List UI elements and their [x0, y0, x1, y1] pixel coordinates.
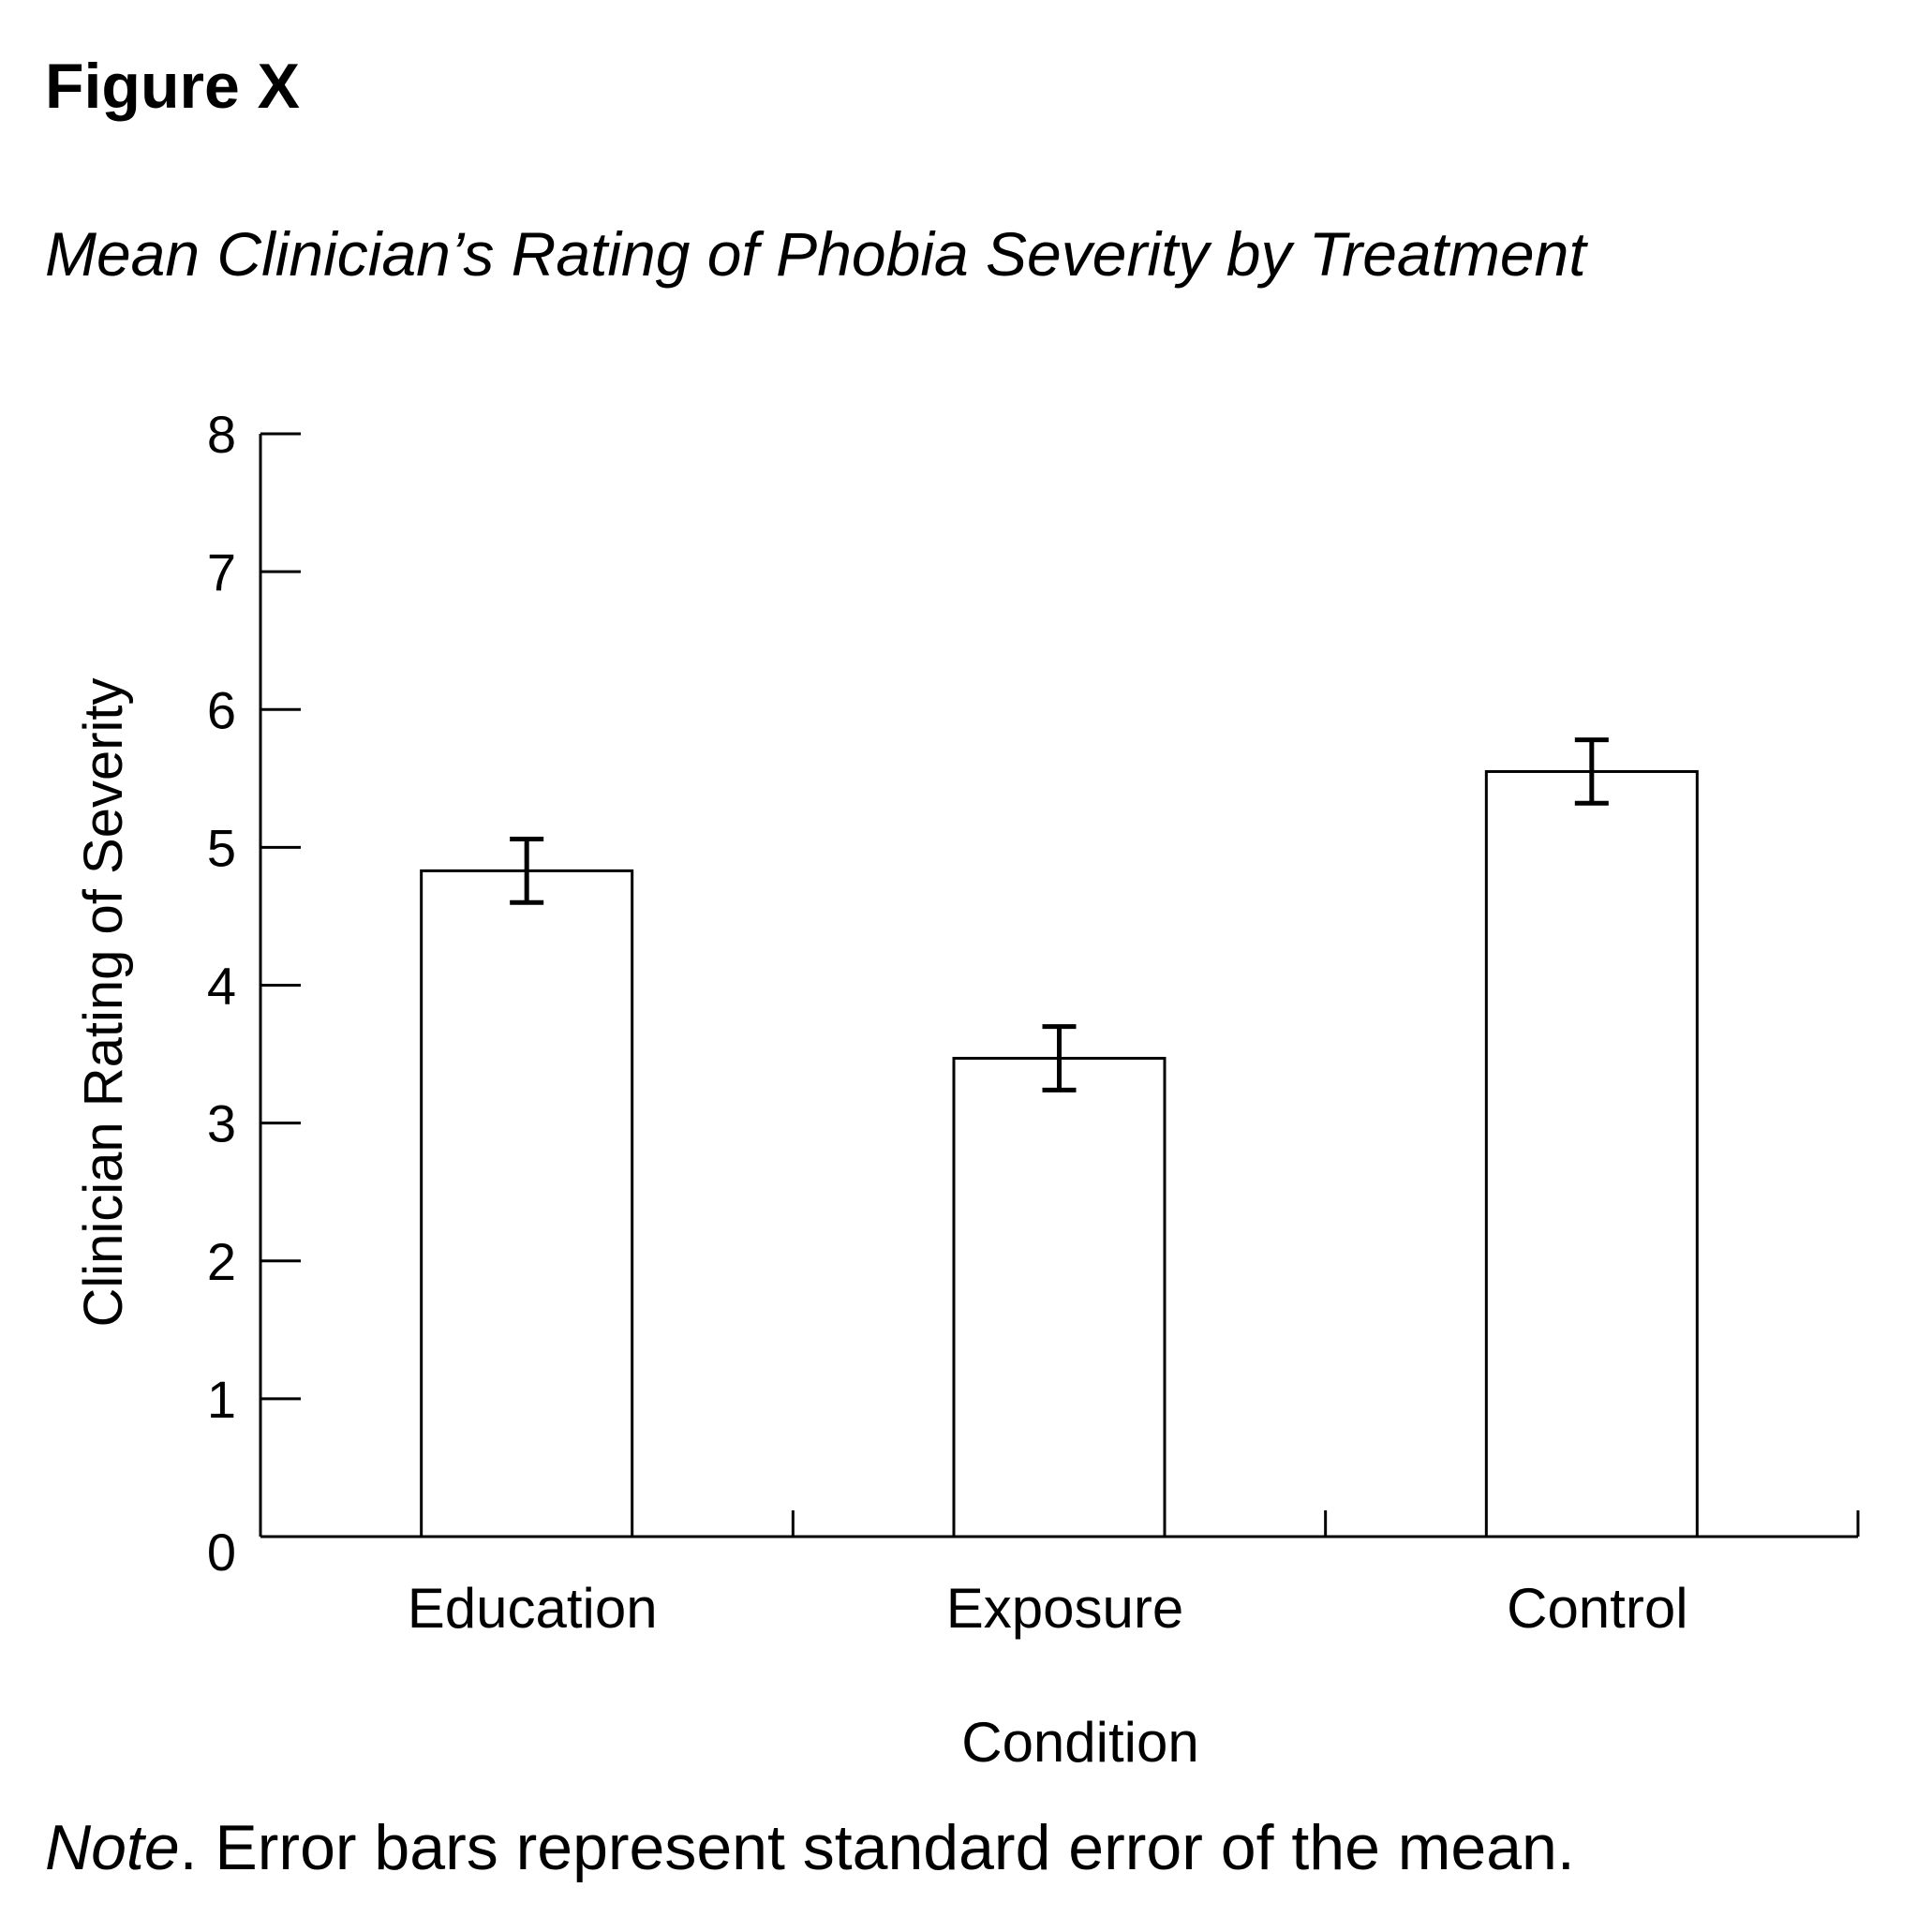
y-tick-label: 3	[207, 1094, 236, 1153]
x-tick-label: Control	[1507, 1577, 1687, 1640]
y-tick-label: 1	[207, 1370, 236, 1429]
bars	[420, 769, 1699, 1538]
figure-note: Note. Error bars represent standard erro…	[45, 1816, 1575, 1880]
y-tick-label: 2	[207, 1232, 236, 1291]
error-bars	[510, 737, 1609, 1092]
y-tick-label: 5	[207, 818, 236, 877]
error-bar-exposure	[1042, 1024, 1077, 1092]
x-axis-title: Condition	[961, 1711, 1199, 1774]
note-text: . Error bars represent standard error of…	[179, 1812, 1575, 1883]
y-tick-label: 0	[207, 1523, 236, 1582]
y-axis: 0 1 2 3 4 5 6 7 8	[207, 405, 301, 1582]
figure-title: Mean Clinician’s Rating of Phobia Severi…	[45, 219, 1586, 289]
x-tick-label: Education	[408, 1577, 658, 1640]
error-bar-control	[1574, 737, 1609, 806]
y-tick-label: 7	[207, 542, 236, 602]
y-tick-label: 6	[207, 680, 236, 739]
y-tick-label: 8	[207, 405, 236, 464]
note-prefix: Note	[45, 1812, 180, 1883]
bar-control	[1484, 769, 1699, 1538]
y-tick-label: 4	[207, 957, 236, 1016]
x-tick-label: Exposure	[946, 1577, 1183, 1640]
bar-education	[420, 869, 634, 1538]
figure-label: Figure X	[45, 51, 301, 122]
bar-exposure	[952, 1056, 1167, 1538]
x-tick-labels: Education Exposure Control	[408, 1577, 1688, 1640]
y-axis-title: Clinician Rating of Severity	[73, 677, 134, 1327]
error-bar-education	[510, 837, 544, 905]
